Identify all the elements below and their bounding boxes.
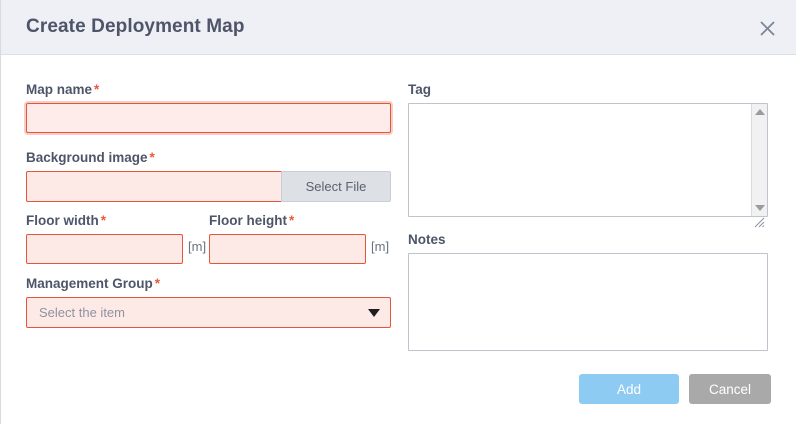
management-group-selected-value: Select the item: [39, 305, 125, 320]
floor-width-unit: [m]: [188, 239, 207, 254]
background-image-file-field[interactable]: [26, 171, 281, 202]
tag-label: Tag: [408, 82, 431, 97]
resize-grip-icon: [754, 217, 765, 228]
chevron-down-icon: [368, 308, 380, 317]
floor-width-label: Floor width *: [26, 213, 106, 229]
background-image-label-text: Background image: [26, 150, 148, 165]
background-image-input-group: Select File: [26, 171, 391, 202]
scroll-down-arrow-icon[interactable]: [754, 205, 765, 211]
dialog-body: Map name * Background image * Select File …: [1, 55, 796, 424]
select-file-button[interactable]: Select File: [281, 171, 391, 202]
required-asterisk: *: [154, 276, 161, 291]
map-name-input[interactable]: [26, 103, 391, 133]
management-group-label-text: Management Group: [26, 276, 153, 291]
add-button[interactable]: Add: [579, 374, 679, 404]
close-icon-glyph: [760, 21, 774, 35]
dialog-footer: Add Cancel: [1, 374, 796, 424]
tag-textarea[interactable]: [408, 103, 768, 217]
background-image-label: Background image *: [26, 150, 155, 166]
scroll-up-arrow-icon[interactable]: [754, 109, 765, 115]
floor-height-input[interactable]: [209, 234, 366, 264]
map-name-label: Map name *: [26, 82, 99, 98]
map-name-label-text: Map name: [26, 82, 93, 97]
notes-label: Notes: [408, 232, 446, 247]
required-asterisk: *: [289, 213, 295, 228]
floor-width-input[interactable]: [26, 234, 183, 264]
management-group-select[interactable]: Select the item: [26, 297, 391, 328]
required-asterisk: *: [100, 213, 106, 228]
floor-width-label-text: Floor width: [26, 213, 99, 228]
cancel-button[interactable]: Cancel: [689, 374, 771, 404]
required-asterisk: *: [94, 82, 100, 97]
dialog-header: Create Deployment Map: [1, 0, 796, 55]
notes-textarea[interactable]: [408, 253, 768, 351]
management-group-label: Management Group *: [26, 276, 160, 292]
close-icon[interactable]: [753, 14, 781, 42]
floor-height-label-text: Floor height: [209, 213, 287, 228]
required-asterisk: *: [149, 150, 155, 165]
floor-height-unit: [m]: [371, 239, 390, 254]
tag-scrollbar[interactable]: [751, 104, 767, 216]
floor-height-label: Floor height *: [209, 213, 294, 229]
page-title: Create Deployment Map: [26, 16, 245, 37]
